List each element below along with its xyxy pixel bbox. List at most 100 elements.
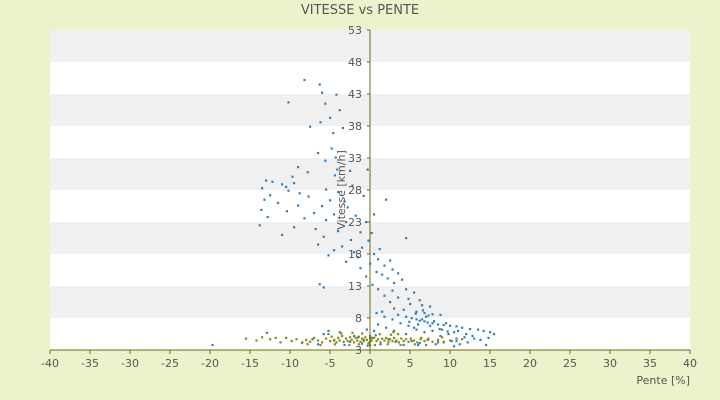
data-point <box>271 180 274 183</box>
data-point <box>329 116 332 119</box>
data-point <box>349 336 352 339</box>
data-point <box>417 343 420 347</box>
data-point <box>387 338 390 341</box>
data-point <box>393 329 396 332</box>
data-point <box>383 339 386 342</box>
data-point <box>479 338 482 341</box>
data-point <box>415 318 418 321</box>
y-tick-label: 33 <box>348 152 362 165</box>
data-point <box>353 341 356 344</box>
data-point <box>402 340 405 343</box>
data-point <box>295 338 298 341</box>
data-point <box>413 339 416 342</box>
data-point <box>263 198 266 201</box>
data-point <box>447 333 450 336</box>
data-point <box>365 221 368 224</box>
data-point <box>405 333 408 336</box>
data-point <box>416 341 419 344</box>
x-tick-label: 20 <box>523 357 537 370</box>
data-point <box>381 337 384 340</box>
data-point <box>370 336 373 339</box>
data-point <box>418 319 421 322</box>
data-point <box>397 333 400 336</box>
data-point <box>364 336 367 339</box>
data-point <box>303 78 306 82</box>
data-point <box>463 336 466 339</box>
data-point <box>466 341 469 344</box>
data-point <box>332 132 335 135</box>
data-point <box>465 333 468 336</box>
data-point <box>373 213 376 216</box>
data-point <box>409 337 412 340</box>
data-point <box>287 101 290 104</box>
data-point <box>287 189 290 192</box>
data-point <box>375 340 378 343</box>
y-tick-label: 23 <box>348 216 362 229</box>
data-point <box>377 288 380 291</box>
data-point <box>418 299 421 302</box>
x-tick-label: -20 <box>201 357 219 370</box>
data-point <box>335 341 338 344</box>
data-point <box>400 337 403 340</box>
data-point <box>393 281 396 284</box>
data-point <box>414 312 417 315</box>
data-point <box>350 338 353 341</box>
data-point <box>345 221 348 224</box>
y-tick-label: 8 <box>355 312 362 325</box>
data-point <box>391 268 394 271</box>
x-tick-label: 30 <box>603 357 617 370</box>
data-point <box>325 219 328 222</box>
data-point <box>373 336 376 339</box>
data-point <box>423 340 426 343</box>
data-point <box>370 339 373 342</box>
data-point <box>385 198 388 201</box>
data-point <box>211 343 214 347</box>
data-point <box>477 328 480 331</box>
data-point <box>405 338 408 341</box>
data-point <box>410 340 413 343</box>
data-point <box>371 283 374 286</box>
data-point <box>325 337 328 340</box>
data-point <box>437 338 440 341</box>
data-point <box>397 341 400 344</box>
data-point <box>306 171 309 174</box>
data-point <box>402 343 405 347</box>
data-point <box>321 205 324 208</box>
data-point <box>375 270 378 274</box>
data-point <box>425 315 428 318</box>
data-point <box>482 329 485 332</box>
data-point <box>349 169 352 172</box>
data-point <box>399 343 402 347</box>
data-point <box>415 328 418 331</box>
data-point <box>431 313 434 316</box>
data-point <box>285 185 288 188</box>
data-point <box>317 243 320 246</box>
data-point <box>383 294 386 297</box>
data-point <box>377 338 380 341</box>
data-point <box>455 340 458 343</box>
data-point <box>321 341 324 344</box>
data-point <box>245 337 248 340</box>
data-point <box>361 332 364 335</box>
data-point <box>362 338 365 341</box>
x-tick-label: 5 <box>407 357 414 370</box>
data-point <box>297 166 300 169</box>
data-point <box>343 343 346 347</box>
data-point <box>365 338 368 341</box>
data-point <box>340 332 343 335</box>
data-point <box>337 336 340 339</box>
x-axis-tick-labels: -40 -35 -30 -25 -20 -15 -10 -5 0 5 10 15 20 25 30 35 40 <box>41 357 697 370</box>
data-point <box>392 331 395 334</box>
x-tick-label: -25 <box>161 357 179 370</box>
data-point <box>327 329 330 332</box>
data-point <box>373 253 376 256</box>
data-point <box>298 192 301 195</box>
data-point <box>442 341 445 344</box>
data-point <box>389 338 392 341</box>
data-point <box>419 338 422 341</box>
data-point <box>269 194 272 197</box>
data-point <box>341 334 344 338</box>
data-point <box>437 323 440 326</box>
data-point <box>319 121 322 124</box>
data-point <box>386 277 389 280</box>
